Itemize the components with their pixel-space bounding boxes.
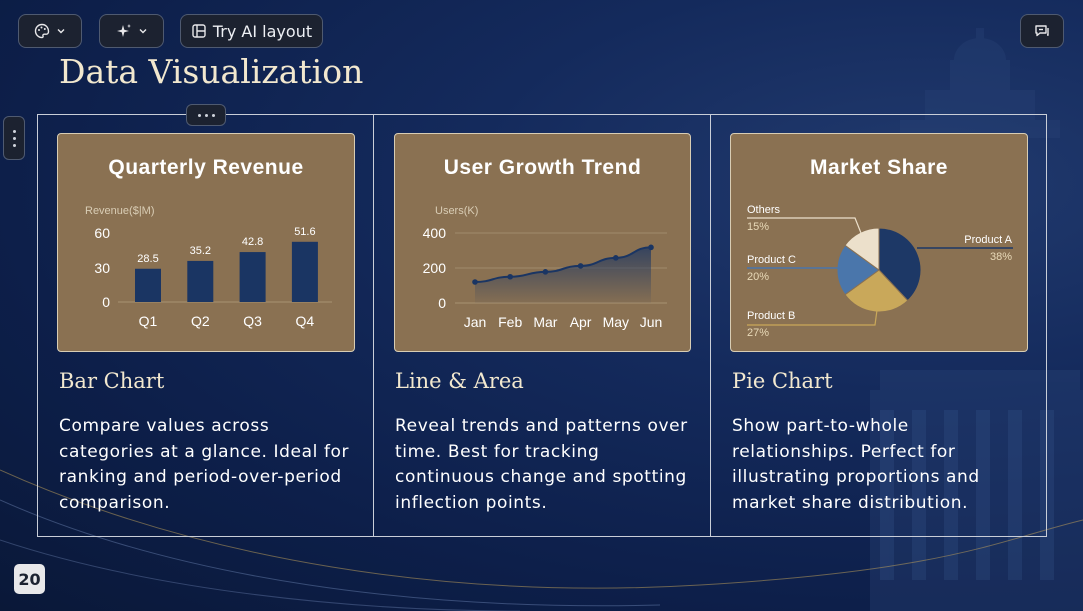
leader-line	[747, 309, 878, 326]
section-title[interactable]: Line & Area	[395, 369, 524, 393]
column-divider	[710, 114, 711, 537]
slice-label: Product B	[747, 310, 795, 322]
y-tick-label: 0	[102, 294, 110, 310]
leader-line	[747, 217, 864, 239]
bar	[187, 260, 214, 302]
y-axis-label: Users(K)	[435, 205, 478, 217]
layout-icon	[191, 23, 207, 39]
bar	[135, 268, 161, 302]
line-area-chart: Users(K) 0 200 400 Jan Feb Mar Apr May Jun	[423, 205, 667, 330]
slice-percent: 27%	[747, 327, 769, 339]
slice-label: Product A	[964, 234, 1012, 246]
slice-percent: 20%	[747, 271, 769, 283]
chevron-down-icon	[56, 26, 66, 36]
chart-title: User Growth Trend	[443, 156, 642, 179]
section-description[interactable]: Show part-to-whole relationships. Perfec…	[732, 416, 980, 513]
line-point	[472, 279, 478, 285]
x-tick-label: May	[603, 314, 629, 330]
chart-title: Quarterly Revenue	[108, 156, 304, 179]
x-tick-label: Q4	[296, 313, 315, 329]
pie-chart: Others 15% Product C 20% Product B 27% P…	[747, 204, 1013, 339]
side-drag-handle[interactable]	[3, 116, 25, 160]
series-line	[474, 246, 652, 283]
bar	[291, 241, 318, 302]
y-tick-label: 0	[438, 295, 446, 311]
y-axis-label: Revenue($|M)	[85, 205, 155, 217]
pie-slice	[844, 269, 909, 313]
bar-chart: Revenue($|M) 0 30 60 28.5 Q1 35.2 Q2 42.8 Q3 5…	[85, 205, 332, 329]
line-point	[507, 273, 513, 280]
x-tick-label: Q3	[243, 313, 262, 329]
x-tick-label: Q2	[191, 313, 210, 329]
x-tick-label: Jan	[464, 314, 487, 330]
sparkle-icon	[116, 23, 132, 39]
section-title[interactable]: Pie Chart	[732, 369, 833, 393]
try-ai-layout-label: Try AI layout	[212, 21, 313, 41]
x-tick-label: Q1	[139, 313, 158, 329]
area-fill	[475, 247, 651, 303]
x-tick-label: Apr	[570, 314, 592, 330]
y-tick-label: 400	[423, 225, 447, 241]
section-description[interactable]: Reveal trends and patterns over time. Be…	[395, 416, 688, 513]
ai-menu-button[interactable]	[99, 14, 164, 48]
bar-chart-card[interactable]: Quarterly Revenue Revenue($|M) 0 30 60 2…	[57, 133, 355, 352]
content-grid-frame	[37, 114, 1047, 537]
line-chart-card[interactable]: User Growth Trend Users(K) 0 200 400 Jan…	[394, 133, 691, 352]
x-tick-label: Feb	[498, 314, 522, 330]
pie-slice	[836, 244, 880, 296]
try-ai-layout-button[interactable]: Try AI layout	[180, 14, 323, 48]
block-drag-handle[interactable]	[186, 104, 226, 126]
line-point	[542, 269, 549, 275]
pie-chart-card[interactable]: Market Share Others 15% Product C 20% Pr…	[730, 133, 1028, 352]
slice-percent: 38%	[990, 251, 1012, 263]
slice-percent: 15%	[747, 221, 769, 233]
slice-label: Product C	[747, 254, 796, 266]
comment-icon	[1033, 22, 1051, 40]
comments-button[interactable]	[1020, 14, 1064, 48]
section-description[interactable]: Compare values across categories at a gl…	[59, 416, 350, 513]
palette-icon	[34, 23, 50, 39]
y-tick-label: 60	[94, 225, 110, 241]
column-divider	[373, 114, 374, 537]
slice-label: Others	[747, 204, 781, 216]
line-point	[648, 244, 654, 251]
data-label: 28.5	[137, 253, 158, 265]
data-label: 35.2	[190, 245, 211, 257]
data-label: 51.6	[294, 226, 315, 238]
bar	[239, 252, 266, 302]
data-label: 42.8	[242, 236, 263, 248]
theme-menu-button[interactable]	[18, 14, 82, 48]
y-tick-label: 30	[94, 260, 110, 276]
y-tick-label: 200	[423, 260, 447, 276]
line-point	[577, 263, 584, 269]
x-tick-label: Mar	[533, 314, 557, 330]
chart-title: Market Share	[810, 156, 948, 179]
slide-title[interactable]: Data Visualization	[59, 52, 364, 91]
chevron-down-icon	[138, 26, 148, 36]
pie-slice	[844, 227, 880, 271]
section-title[interactable]: Bar Chart	[59, 369, 165, 393]
x-tick-label: Jun	[640, 314, 663, 330]
pie-slice	[878, 227, 922, 302]
line-point	[613, 255, 619, 261]
page-number-badge: 20	[14, 564, 45, 594]
